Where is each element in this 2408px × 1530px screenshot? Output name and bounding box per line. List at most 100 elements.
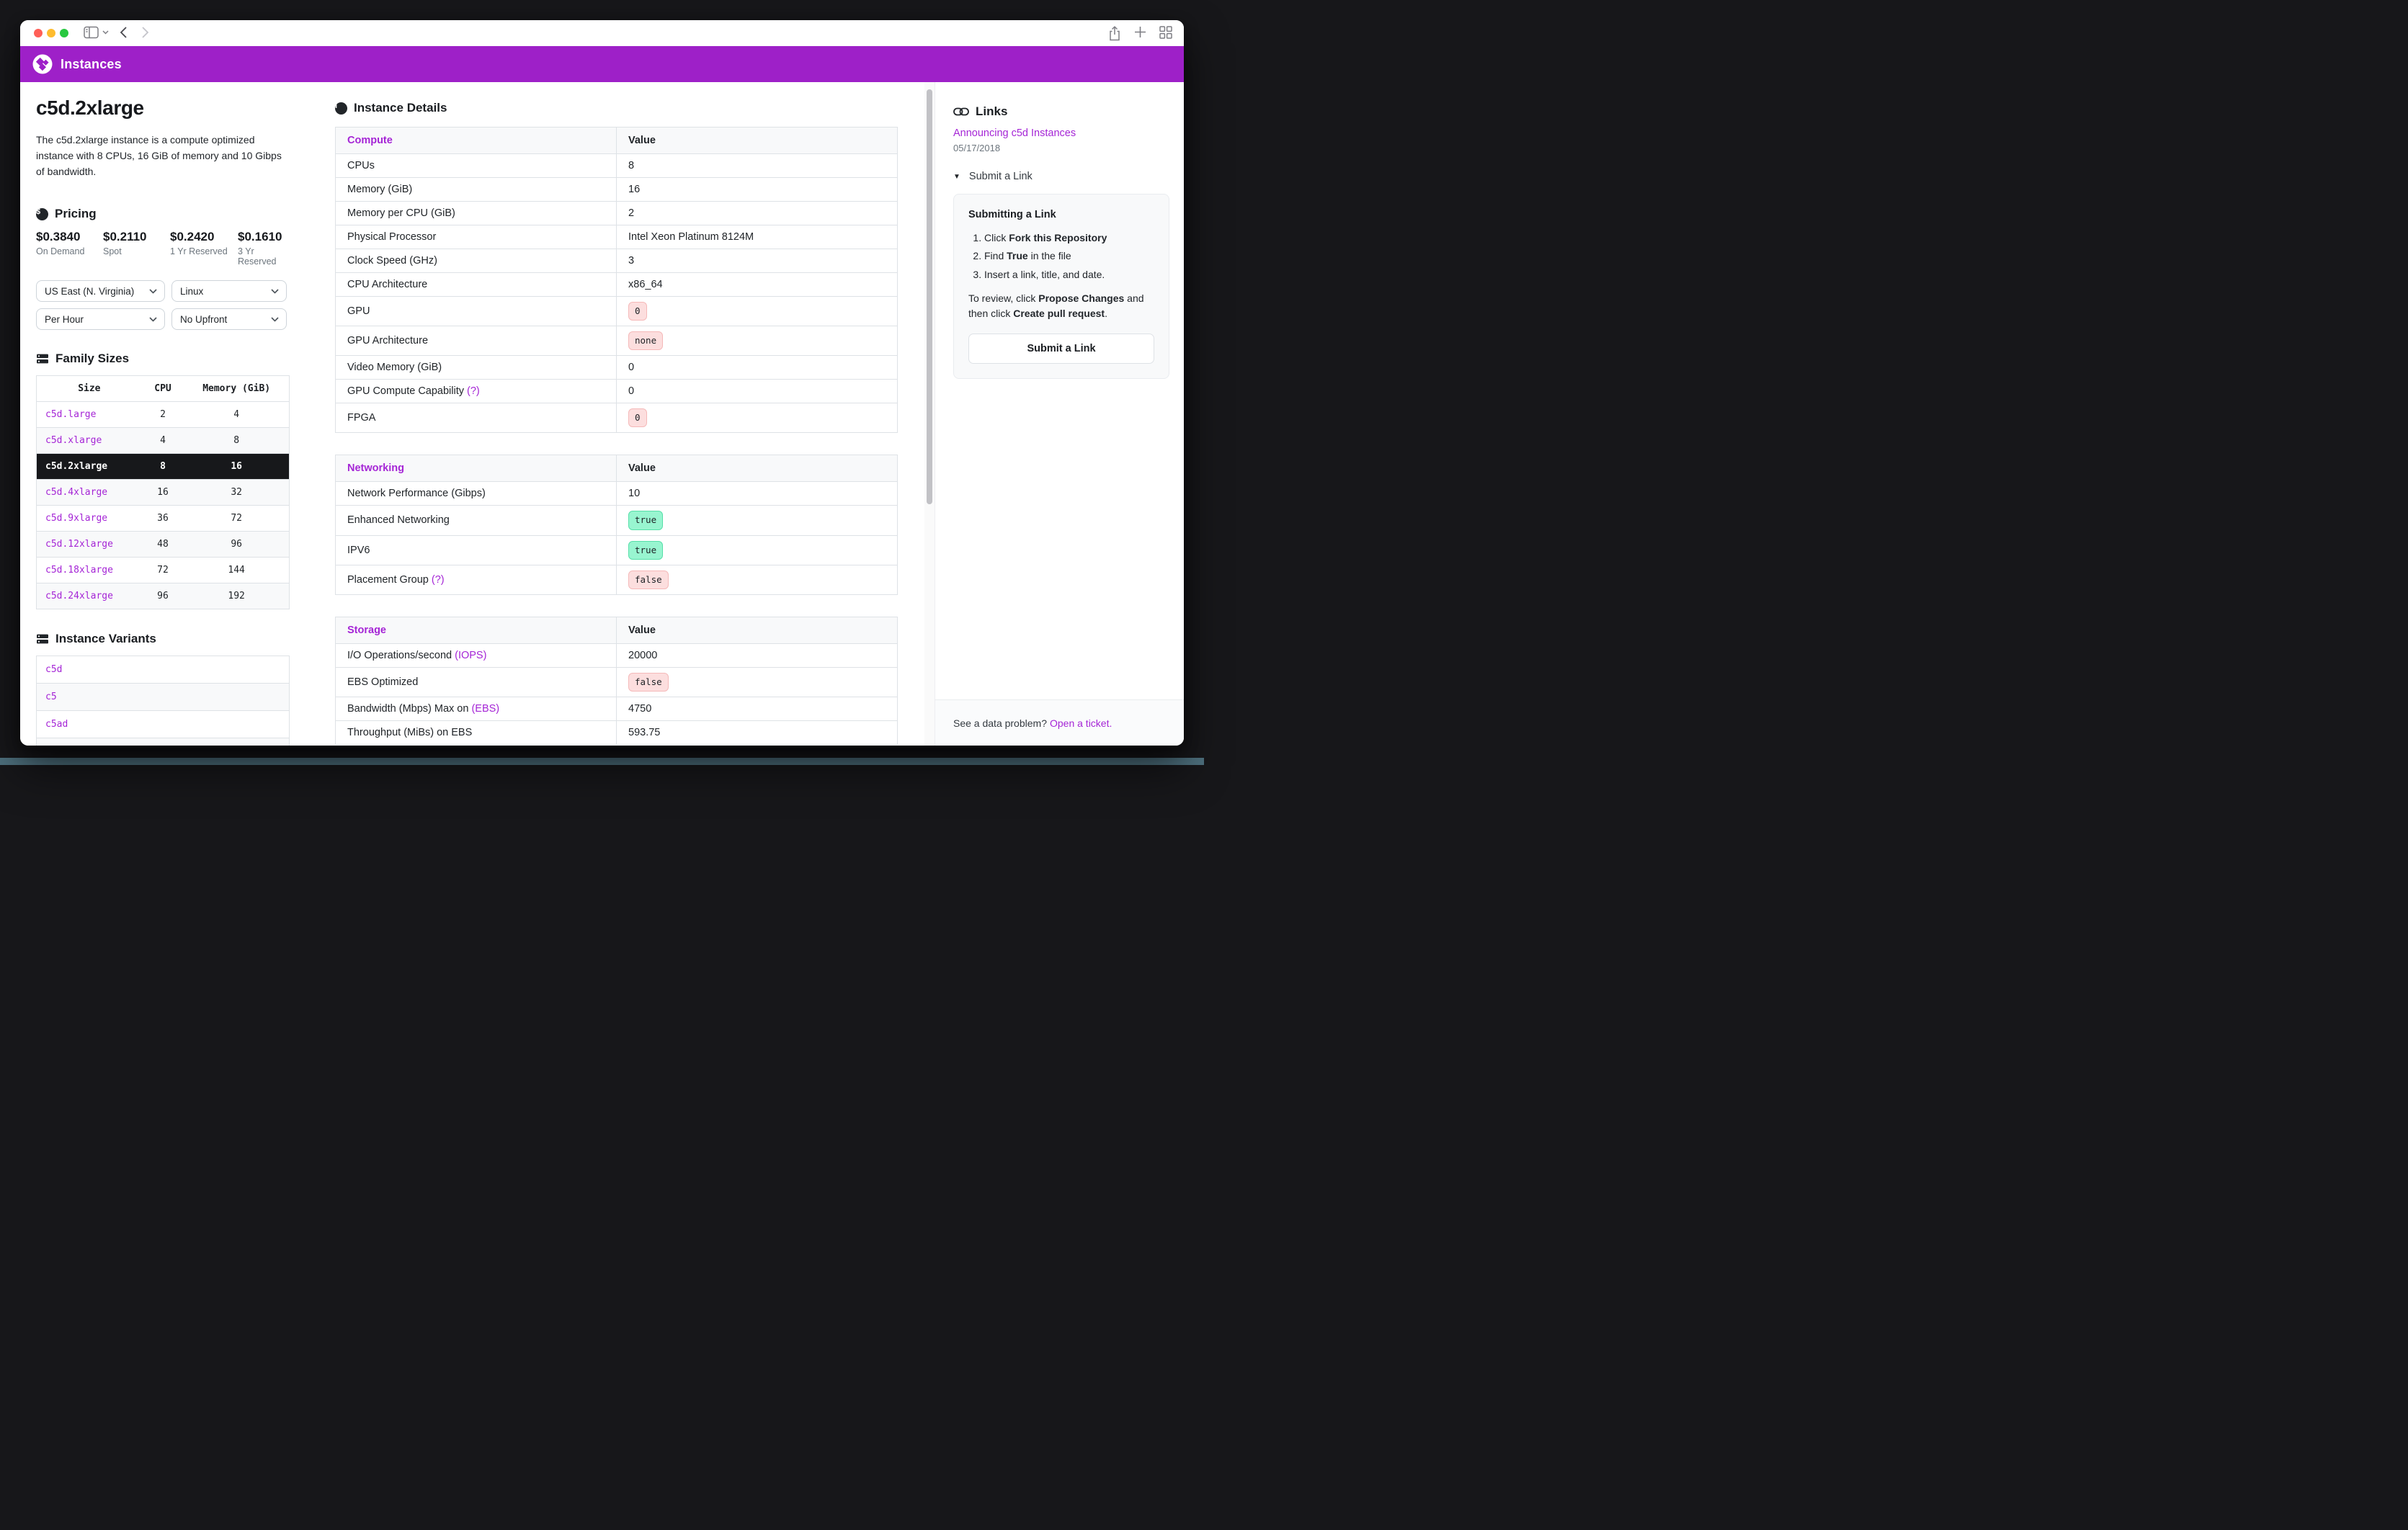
table-row: Placement Group (?) false xyxy=(335,565,898,595)
table-row: Bandwidth (Mbps) Max on (EBS) 4750 xyxy=(335,697,898,721)
table-row: IPV6 true xyxy=(335,535,898,565)
zoom-window-button[interactable] xyxy=(60,29,68,37)
family-size-link[interactable]: c5d.4xlarge xyxy=(45,487,108,498)
table-row: Physical Processor Intel Xeon Platinum 8… xyxy=(335,225,898,249)
status-badge: true xyxy=(628,540,664,560)
help-link[interactable]: (IOPS) xyxy=(455,649,487,661)
table-row: GPU 0 xyxy=(335,296,898,326)
detail-label: Enhanced Networking xyxy=(347,514,450,527)
table-row: c5d.4xlarge 16 32 xyxy=(36,479,290,506)
table-row: EBS Optimized false xyxy=(335,667,898,697)
table-row: Memory (GiB) 16 xyxy=(335,177,898,202)
detail-label: CPUs xyxy=(347,160,375,171)
card-heading: Submitting a Link xyxy=(968,209,1056,220)
price-spot: $0.2110 Spot xyxy=(103,230,147,257)
platform-select[interactable]: Linux xyxy=(171,280,287,303)
sidebar-toggle-icon[interactable] xyxy=(84,26,99,39)
family-size-link[interactable]: c5d.24xlarge xyxy=(45,591,113,602)
table-header-row: Storage Value xyxy=(335,617,898,644)
table-row: CPU Architecture x86_64 xyxy=(335,272,898,297)
payment-select[interactable]: No Upfront xyxy=(171,308,287,331)
triangle-down-icon: ▼ xyxy=(953,172,960,181)
detail-label: Throughput (MiBs) on EBS xyxy=(347,726,473,738)
table-header-row: Size CPU Memory (GiB) xyxy=(36,375,290,402)
scrollbar-track[interactable] xyxy=(924,82,935,746)
table-row: FPGA 0 xyxy=(335,403,898,433)
detail-label: GPU xyxy=(347,305,370,318)
scrollbar-thumb[interactable] xyxy=(927,89,932,504)
detail-label: Physical Processor xyxy=(347,231,437,243)
submit-link-toggle[interactable]: ▼ Submit a Link xyxy=(953,171,1033,182)
detail-label: CPU Architecture xyxy=(347,279,428,290)
browser-window: Instances c5d.2xlarge The c5d.2xlarge in… xyxy=(20,20,1184,746)
status-badge: none xyxy=(628,331,664,351)
table-row: c5ad xyxy=(36,710,290,738)
table-row: Enhanced Networking true xyxy=(335,505,898,535)
table-row: c5d.24xlarge 96 192 xyxy=(36,583,290,609)
page-content: c5d.2xlarge The c5d.2xlarge instance is … xyxy=(20,82,1184,746)
detail-value: 10 xyxy=(616,481,898,506)
help-link[interactable]: (EBS) xyxy=(471,702,500,715)
family-size-link[interactable]: c5d.12xlarge xyxy=(45,539,113,550)
family-size-link[interactable]: c5d.xlarge xyxy=(45,435,102,447)
table-row: c5d.18xlarge 72 144 xyxy=(36,557,290,583)
app-header: Instances xyxy=(20,46,1184,82)
detail-label: GPU Compute Capability (?) xyxy=(347,385,480,398)
minimize-window-button[interactable] xyxy=(47,29,55,37)
table-row: c5d.9xlarge 36 72 xyxy=(36,505,290,532)
variant-link[interactable]: c5 xyxy=(45,692,57,703)
tab-group-chevron-icon[interactable] xyxy=(102,30,109,35)
instance-description: The c5d.2xlarge instance is a compute op… xyxy=(36,134,282,178)
list-item: Click Fork this Repository xyxy=(984,231,1154,245)
tab-overview-icon[interactable] xyxy=(1159,26,1172,39)
family-size-link[interactable]: c5d.2xlarge xyxy=(45,461,108,473)
detail-label: GPU Architecture xyxy=(347,335,429,347)
pricing-filters: US East (N. Virginia) Linux Per Hour No … xyxy=(36,280,290,331)
forward-icon[interactable] xyxy=(141,26,149,39)
page-title: c5d.2xlarge xyxy=(36,97,144,119)
instance-variants-table: c5d c5 c5ad c5n xyxy=(36,656,290,746)
detail-value: true xyxy=(616,535,898,565)
vantage-logo-icon[interactable] xyxy=(32,54,53,74)
detail-value: 3 xyxy=(616,249,898,273)
variant-link[interactable]: c5d xyxy=(45,664,63,676)
detail-label: FPGA xyxy=(347,412,376,424)
detail-value: 0 xyxy=(616,296,898,326)
detail-value: false xyxy=(616,667,898,697)
family-size-link[interactable]: c5d.large xyxy=(45,409,97,421)
announcement-date: 05/17/2018 xyxy=(953,143,1001,153)
instance-variants-heading: Instance Variants xyxy=(36,632,290,646)
table-row: CPUs 8 xyxy=(335,153,898,178)
close-window-button[interactable] xyxy=(34,29,43,37)
share-icon[interactable] xyxy=(1108,26,1121,41)
table-row: Memory per CPU (GiB) 2 xyxy=(335,201,898,225)
networking-table: Networking Value Network Performance (Gi… xyxy=(335,455,898,595)
table-row: Clock Speed (GHz) 3 xyxy=(335,249,898,273)
table-row-selected[interactable]: c5d.2xlarge 8 16 xyxy=(36,453,290,480)
announcement-link[interactable]: Announcing c5d Instances xyxy=(953,128,1076,139)
table-row: c5d.xlarge 4 8 xyxy=(36,427,290,454)
detail-label: Memory (GiB) xyxy=(347,184,413,195)
back-icon[interactable] xyxy=(120,26,128,39)
variant-link[interactable]: c5ad xyxy=(45,719,68,730)
table-row: c5n xyxy=(36,738,290,746)
open-a-ticket-link[interactable]: Open a ticket. xyxy=(1049,717,1112,729)
table-row: c5d.12xlarge 48 96 xyxy=(36,531,290,558)
help-link[interactable]: (?) xyxy=(467,385,480,398)
submit-steps-list: Click Fork this Repository Find True in … xyxy=(968,231,1154,282)
status-badge: 0 xyxy=(628,302,647,321)
region-select[interactable]: US East (N. Virginia) xyxy=(36,280,165,303)
table-header-row: Networking Value xyxy=(335,455,898,482)
rate-select[interactable]: Per Hour xyxy=(36,308,165,331)
detail-value: 2 xyxy=(616,201,898,225)
family-size-link[interactable]: c5d.18xlarge xyxy=(45,565,113,576)
table-row: Network Performance (Gibps) 10 xyxy=(335,481,898,506)
table-row: Throughput (MiBs) on EBS 593.75 xyxy=(335,720,898,745)
instance-details-column: i Instance Details Compute Value CPUs 8 … xyxy=(335,82,898,745)
new-tab-icon[interactable] xyxy=(1134,26,1146,38)
instance-details-heading: i Instance Details xyxy=(335,101,447,115)
family-size-link[interactable]: c5d.9xlarge xyxy=(45,513,108,524)
submit-a-link-button[interactable]: Submit a Link xyxy=(968,333,1154,364)
price-1yr-reserved: $0.2420 1 Yr Reserved xyxy=(170,230,228,257)
help-link[interactable]: (?) xyxy=(431,573,445,586)
